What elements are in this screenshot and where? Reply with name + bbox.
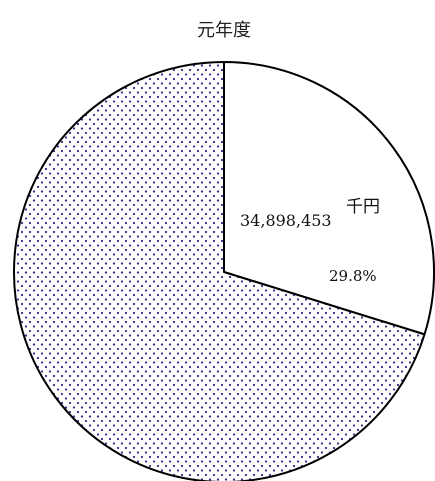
slice-1-unit-label: 千円 — [346, 197, 380, 217]
pie-slice-1 — [223, 61, 435, 336]
pie-slice-2 — [13, 61, 426, 481]
chart-title: 元年度 — [197, 20, 251, 41]
slice-1-value-label: 34,898,453 — [240, 211, 332, 230]
slice-1-percent-label: 29.8% — [329, 267, 377, 285]
pie-slices — [13, 61, 435, 481]
